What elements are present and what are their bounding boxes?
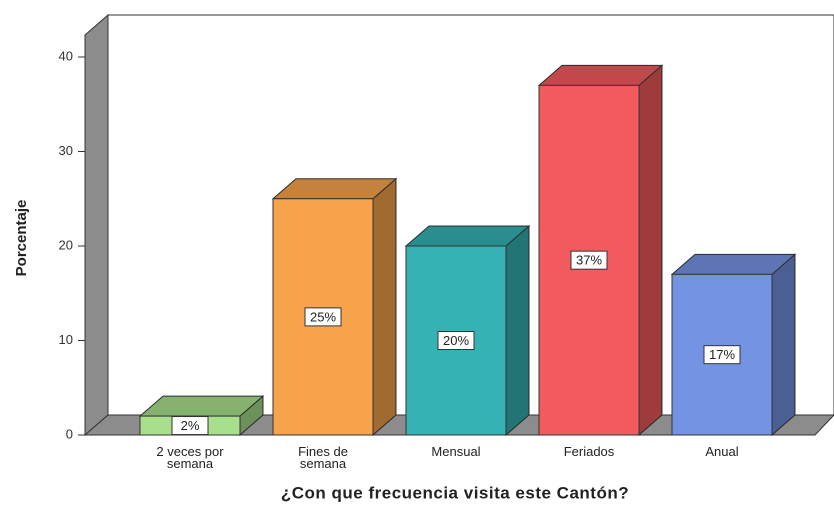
x-tick-label: 2 veces por semana xyxy=(156,444,224,471)
value-label: 2% xyxy=(181,418,200,433)
value-label-box xyxy=(171,416,209,436)
bar-side-shade xyxy=(506,226,529,435)
y-tick-label: 10 xyxy=(59,332,73,347)
value-label-box xyxy=(437,331,475,350)
y-tick-label: 0 xyxy=(66,426,73,441)
side-wall xyxy=(84,13,109,437)
y-tick-label: 20 xyxy=(59,237,73,252)
value-label-box xyxy=(703,345,741,365)
bar-top-shade xyxy=(672,254,795,275)
x-tick-label: Mensual xyxy=(431,444,481,459)
bar-top-shade xyxy=(539,65,662,86)
value-label: 25% xyxy=(310,309,336,324)
x-tick-label: Anual xyxy=(705,444,739,459)
y-tick-label: 40 xyxy=(59,48,73,63)
y-axis-label: Porcentaje xyxy=(13,200,30,277)
value-label: 17% xyxy=(709,347,735,362)
value-label-box xyxy=(570,250,608,270)
value-label-box xyxy=(304,307,342,327)
y-tick-label: 30 xyxy=(59,143,73,158)
x-tick-label: Feriados xyxy=(563,444,615,459)
bar-top-shade xyxy=(273,178,396,199)
bar-top-shade xyxy=(406,226,529,246)
bar-top-shade xyxy=(140,396,263,417)
chart-title: ¿Con que frecuencia visita este Cantón? xyxy=(281,483,629,502)
bar-side-shade xyxy=(639,65,662,435)
value-label: 37% xyxy=(576,253,602,268)
value-label: 20% xyxy=(443,333,469,348)
bar-side-shade xyxy=(240,396,263,435)
bar-side-shade xyxy=(772,254,795,435)
bar-side-shade xyxy=(373,178,396,435)
x-tick-label: Fines de semana xyxy=(298,444,348,471)
plot: 0 10 20 30 40 2% 25% 20% 37% 17% xyxy=(59,13,834,441)
